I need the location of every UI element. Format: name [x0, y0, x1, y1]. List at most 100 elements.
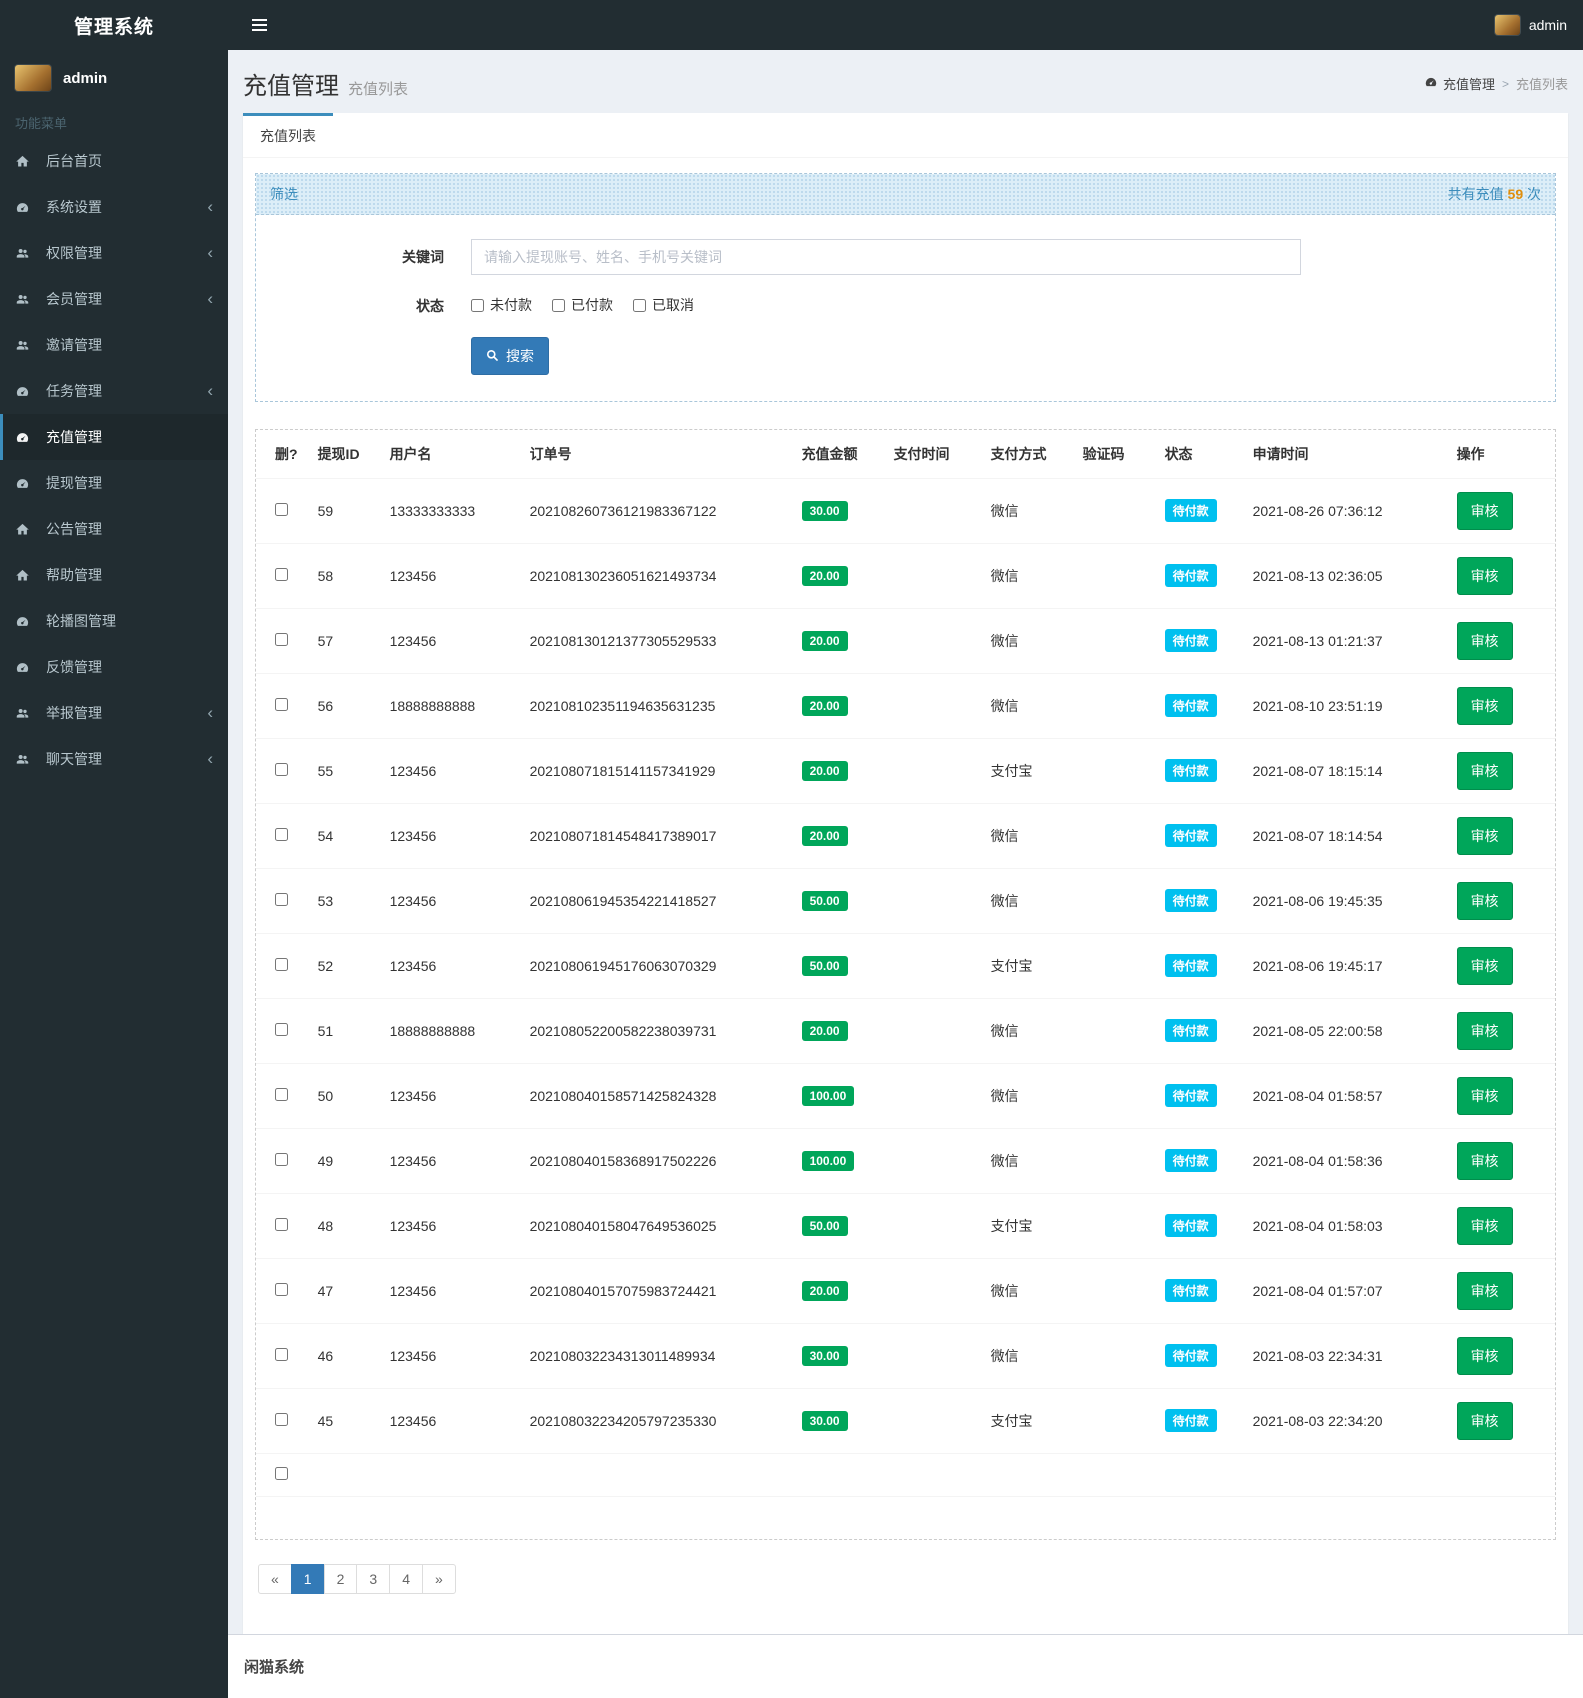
row-checkbox[interactable]: [275, 1413, 288, 1426]
audit-button[interactable]: 审核: [1457, 1142, 1513, 1180]
status-checkbox[interactable]: [552, 299, 565, 312]
username: 123456: [380, 1388, 520, 1453]
amount-badge: 20.00: [802, 696, 848, 716]
sidebar-item[interactable]: 举报管理‹: [0, 690, 228, 736]
withdraw-id: 47: [308, 1258, 380, 1323]
table-row: 561888888888820210810235119463563123520.…: [256, 673, 1555, 738]
row-checkbox[interactable]: [275, 1153, 288, 1166]
pay-time: [884, 803, 981, 868]
order-number: 202108040158368917502226: [520, 1128, 792, 1193]
footer: 闲猫系统: [228, 1634, 1583, 1698]
status-checkbox[interactable]: [471, 299, 484, 312]
keyword-input[interactable]: [471, 239, 1301, 275]
column-header: 支付时间: [884, 430, 981, 479]
audit-button[interactable]: 审核: [1457, 622, 1513, 660]
audit-button[interactable]: 审核: [1457, 492, 1513, 530]
sidebar-item[interactable]: 邀请管理: [0, 322, 228, 368]
sidebar: admin 功能菜单 后台首页系统设置‹权限管理‹会员管理‹邀请管理任务管理‹充…: [0, 50, 228, 1698]
pagination-page-4[interactable]: 4: [389, 1564, 423, 1594]
pay-time: [884, 1063, 981, 1128]
row-checkbox[interactable]: [275, 633, 288, 646]
sidebar-item[interactable]: 后台首页: [0, 138, 228, 184]
row-checkbox[interactable]: [275, 958, 288, 971]
sidebar-item[interactable]: 轮播图管理: [0, 598, 228, 644]
search-icon: [486, 349, 499, 362]
row-checkbox[interactable]: [275, 893, 288, 906]
sidebar-item[interactable]: 帮助管理: [0, 552, 228, 598]
pay-time: [884, 738, 981, 803]
pay-method: 微信: [981, 868, 1073, 933]
audit-button[interactable]: 审核: [1457, 1337, 1513, 1375]
audit-button[interactable]: 审核: [1457, 1012, 1513, 1050]
pay-method: 微信: [981, 1128, 1073, 1193]
row-checkbox[interactable]: [275, 1088, 288, 1101]
status-checkbox-option[interactable]: 未付款: [471, 295, 532, 315]
username: 13333333333: [380, 478, 520, 543]
verify-code: [1073, 608, 1155, 673]
sidebar-item[interactable]: 权限管理‹: [0, 230, 228, 276]
status-badge: 待付款: [1165, 1344, 1217, 1367]
status-checkbox-option[interactable]: 已付款: [552, 295, 613, 315]
row-checkbox[interactable]: [275, 698, 288, 711]
users-icon: [15, 752, 39, 767]
sidebar-item[interactable]: 任务管理‹: [0, 368, 228, 414]
username: 123456: [380, 1128, 520, 1193]
row-checkbox[interactable]: [275, 1023, 288, 1036]
pagination-page-3[interactable]: 3: [356, 1564, 390, 1594]
audit-button[interactable]: 审核: [1457, 947, 1513, 985]
pay-time: [884, 933, 981, 998]
sidebar-item[interactable]: 提现管理: [0, 460, 228, 506]
home-icon: [15, 522, 39, 537]
row-checkbox[interactable]: [275, 828, 288, 841]
pagination-page-2[interactable]: 2: [324, 1564, 358, 1594]
audit-button[interactable]: 审核: [1457, 1207, 1513, 1245]
pay-method: 微信: [981, 1323, 1073, 1388]
pagination-next[interactable]: »: [422, 1564, 456, 1594]
sidebar-item-label: 会员管理: [46, 289, 102, 309]
audit-button[interactable]: 审核: [1457, 557, 1513, 595]
app-logo[interactable]: 管理系统: [0, 0, 228, 50]
status-badge: 待付款: [1165, 954, 1217, 977]
row-checkbox[interactable]: [275, 568, 288, 581]
status-checkbox[interactable]: [633, 299, 646, 312]
sidebar-item[interactable]: 会员管理‹: [0, 276, 228, 322]
audit-button[interactable]: 审核: [1457, 882, 1513, 920]
sidebar-item[interactable]: 反馈管理: [0, 644, 228, 690]
content-box: 充值列表 筛选 共有充值 59 次 关键词 状态 未付款已付款已取消: [243, 113, 1568, 1634]
audit-button[interactable]: 审核: [1457, 1272, 1513, 1310]
sidebar-item[interactable]: 公告管理: [0, 506, 228, 552]
sidebar-item[interactable]: 充值管理: [0, 414, 228, 460]
row-checkbox[interactable]: [275, 1467, 288, 1480]
status-badge: 待付款: [1165, 499, 1217, 522]
pagination-page-1[interactable]: 1: [291, 1564, 325, 1594]
status-checkbox-option[interactable]: 已取消: [633, 295, 694, 315]
status-badge: 待付款: [1165, 1019, 1217, 1042]
row-checkbox[interactable]: [275, 1218, 288, 1231]
sidebar-item[interactable]: 系统设置‹: [0, 184, 228, 230]
search-button[interactable]: 搜索: [471, 337, 549, 375]
pay-time: [884, 1258, 981, 1323]
order-number: 202108040158047649536025: [520, 1193, 792, 1258]
audit-button[interactable]: 审核: [1457, 1402, 1513, 1440]
audit-button[interactable]: 审核: [1457, 752, 1513, 790]
row-checkbox[interactable]: [275, 503, 288, 516]
audit-button[interactable]: 审核: [1457, 1077, 1513, 1115]
withdraw-id: 52: [308, 933, 380, 998]
pagination-prev[interactable]: «: [258, 1564, 292, 1594]
sidebar-item-label: 举报管理: [46, 703, 102, 723]
user-menu[interactable]: admin: [1495, 15, 1567, 35]
row-checkbox[interactable]: [275, 763, 288, 776]
audit-button[interactable]: 审核: [1457, 817, 1513, 855]
audit-button[interactable]: 审核: [1457, 687, 1513, 725]
breadcrumb-root[interactable]: 充值管理: [1424, 74, 1495, 93]
pay-time: [884, 543, 981, 608]
row-checkbox[interactable]: [275, 1283, 288, 1296]
keyword-label: 关键词: [256, 247, 471, 267]
sidebar-item[interactable]: 聊天管理‹: [0, 736, 228, 782]
table-row: 50123456202108040158571425824328100.00微信…: [256, 1063, 1555, 1128]
row-checkbox[interactable]: [275, 1348, 288, 1361]
sidebar-toggle-button[interactable]: [244, 13, 275, 37]
dashboard-icon: [15, 614, 39, 629]
table-row: 49123456202108040158368917502226100.00微信…: [256, 1128, 1555, 1193]
tab-recharge-list[interactable]: 充值列表: [243, 113, 333, 157]
